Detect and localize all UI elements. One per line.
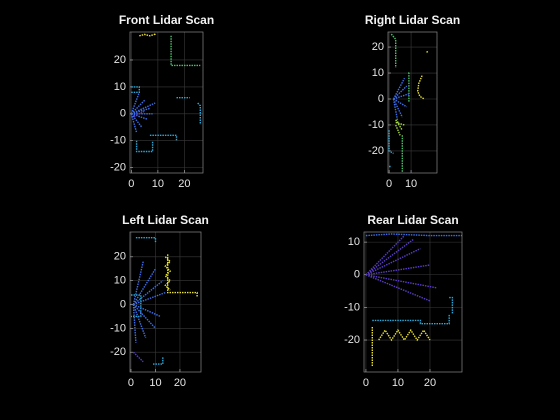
scan-line [139,33,156,37]
y-tick-label: 20 [372,41,384,53]
subplot-title: Left Lidar Scan [122,213,209,227]
axes-background [364,232,462,372]
scan-line [164,254,198,298]
y-tick-label: 10 [372,67,384,79]
y-tick-label: 20 [114,54,126,66]
scan-line [132,351,144,363]
plot-area [365,233,462,367]
y-tick-label: 0 [120,298,126,310]
axes-box [363,231,463,373]
scan-line [395,119,405,136]
plot-area [131,237,198,365]
axes-box [129,231,202,373]
subplot-title: Front Lidar Scan [119,13,214,27]
scan-line [390,33,410,172]
y-tick-label: -10 [110,322,126,334]
plot-area [388,33,430,172]
y-tick-label: 0 [354,269,360,281]
y-tick-label: 10 [114,275,126,287]
scan-line [371,327,431,367]
y-tick-label: -20 [368,145,384,157]
scan-line [132,261,166,343]
scan-line [133,110,145,118]
scan-line [388,130,394,168]
x-tick-label: 20 [178,178,190,190]
subplot: 0 10 20 -20 -10 0 10 20 Front Lidar Scan [110,13,214,190]
x-tick-label: 0 [128,178,134,190]
scan-line [131,237,164,365]
y-tick-label: 0 [120,108,126,120]
x-tick-label: 10 [149,377,161,389]
scan-line [131,86,201,153]
axes-box [387,31,438,174]
axes-box [129,31,204,174]
y-tick-label: -10 [344,301,360,313]
scan-line [416,50,430,100]
scan-line [392,77,410,123]
subplot-title: Rear Lidar Scan [367,213,458,227]
y-tick-label: 10 [348,236,360,248]
subplot: 0 10 20 -20 -10 0 10 Rear Lidar Scan [344,213,463,389]
scan-line [372,296,454,325]
scan-line [365,233,462,237]
y-tick-label: -20 [110,162,126,174]
x-tick-label: 0 [386,178,392,190]
x-tick-label: 10 [392,377,404,389]
x-tick-label: 20 [174,377,186,389]
plot-area [130,33,201,153]
x-tick-label: 0 [128,377,134,389]
subplot-title: Right Lidar Scan [365,13,460,27]
scan-line [130,92,156,133]
subplot: 0 10 -20 -10 0 10 20 Right Lidar Scan [365,13,460,190]
scan-line [365,235,437,302]
y-tick-label: 20 [114,251,126,263]
y-tick-label: -20 [110,346,126,358]
y-tick-label: -20 [344,334,360,346]
x-tick-label: 0 [363,377,369,389]
x-tick-label: 10 [152,178,164,190]
y-tick-label: 10 [114,81,126,93]
x-tick-label: 20 [424,377,436,389]
subplot: 0 10 20 -20 -10 0 10 20 Left Lidar Scan [110,213,209,389]
y-tick-label: -10 [110,135,126,147]
y-tick-label: 0 [378,93,384,105]
x-tick-label: 10 [405,178,417,190]
y-tick-label: -10 [368,119,384,131]
